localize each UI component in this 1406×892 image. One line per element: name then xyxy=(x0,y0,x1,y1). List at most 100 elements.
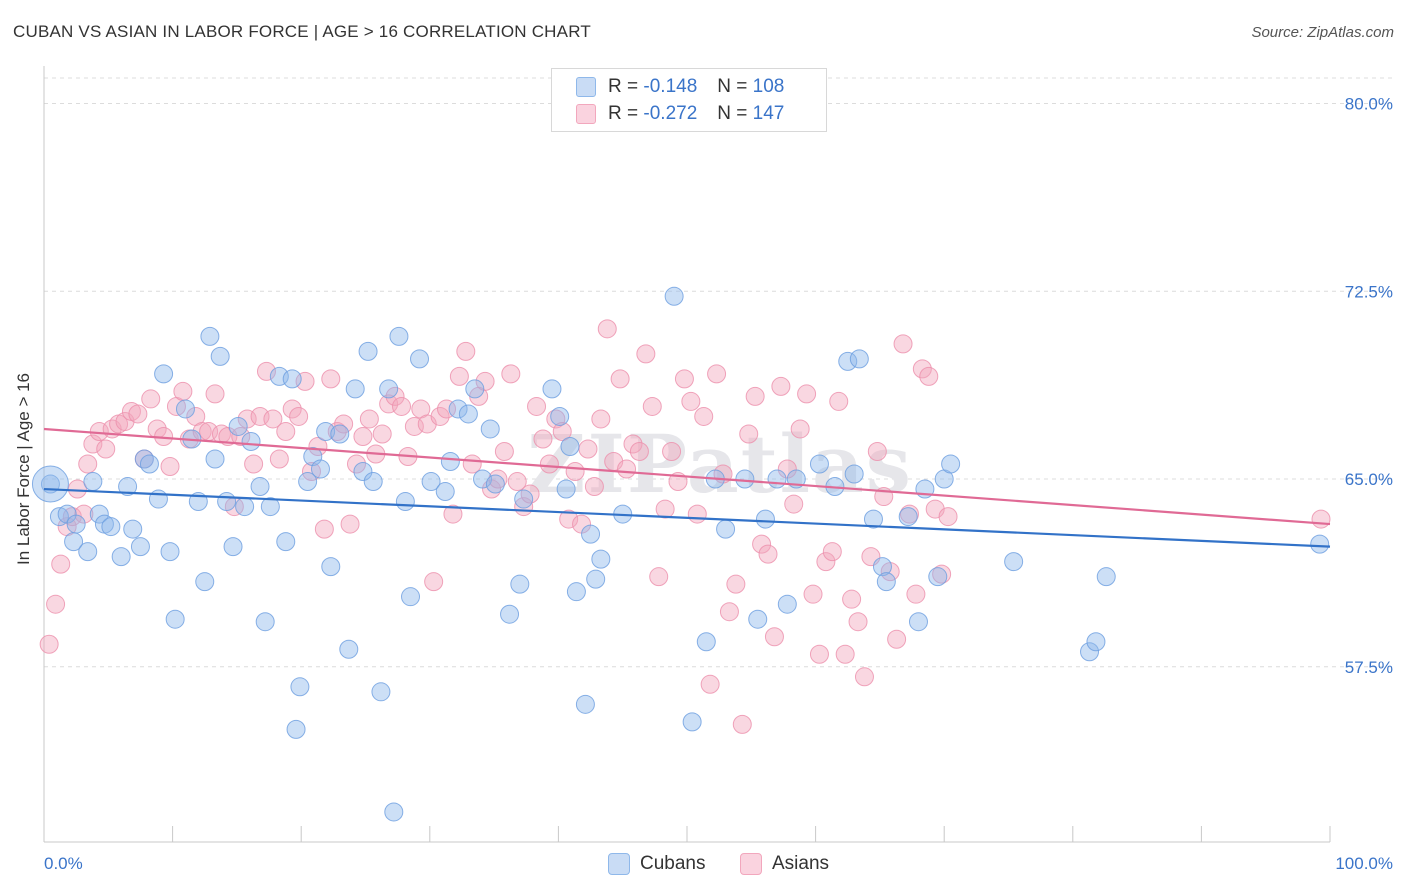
asians-point xyxy=(559,509,579,529)
asians-point xyxy=(745,386,765,406)
asians-point xyxy=(437,399,457,419)
asians-point xyxy=(674,369,694,389)
legend-item-cubans: Cubans xyxy=(608,853,706,875)
cubans-point xyxy=(330,424,350,444)
cubans-point xyxy=(223,537,243,557)
legend-label-cubans: Cubans xyxy=(640,853,706,874)
cubans-point xyxy=(228,416,248,436)
cubans-point xyxy=(440,452,460,472)
asians-point xyxy=(46,594,66,614)
cubans-point xyxy=(282,369,302,389)
cubans-point xyxy=(276,532,296,552)
asians-point xyxy=(359,409,379,429)
asians-point xyxy=(655,499,675,519)
asians-point xyxy=(893,334,913,354)
cubans-point xyxy=(384,802,404,822)
asians-point xyxy=(726,574,746,594)
asians-point xyxy=(629,441,649,461)
cubans-point xyxy=(410,349,430,369)
asians-point xyxy=(887,629,907,649)
asians-point xyxy=(867,441,887,461)
asians-point xyxy=(449,366,469,386)
asians-point xyxy=(533,429,553,449)
asians-point xyxy=(256,361,276,381)
asians-point xyxy=(327,421,347,441)
cubans-point xyxy=(31,465,69,503)
asians-point xyxy=(642,396,662,416)
asians-point xyxy=(912,359,932,379)
asians-point xyxy=(938,507,958,527)
legend-label-asians: Asians xyxy=(772,853,830,874)
asians-point xyxy=(842,589,862,609)
cubans-point xyxy=(908,612,928,632)
asians-point xyxy=(39,634,59,654)
asians-point xyxy=(790,419,810,439)
legend-row-asians: R = -0.272 N = 147 xyxy=(576,101,784,127)
watermark-text: ZIPatlas xyxy=(527,417,913,511)
cubans-point xyxy=(1004,552,1024,572)
legend-r-value: -0.272 xyxy=(643,103,698,124)
cubans-point xyxy=(556,479,576,499)
cubans-point xyxy=(421,472,441,492)
asians-point xyxy=(822,542,842,562)
asians-point xyxy=(687,504,707,524)
cubans-point xyxy=(235,497,255,517)
cubans-point xyxy=(542,379,562,399)
asians-point xyxy=(1311,509,1331,529)
correlation-legend: R = -0.148 N = 108 R = -0.272 N = 147 xyxy=(551,68,827,132)
cubans-point xyxy=(290,677,310,697)
asians-point xyxy=(527,396,547,416)
asians-point xyxy=(649,567,669,587)
asians-point xyxy=(771,376,791,396)
asians-point xyxy=(591,409,611,429)
cubans-trend-line xyxy=(43,487,1331,548)
asians-point xyxy=(78,454,98,474)
cubans-point xyxy=(514,489,534,509)
asians-point xyxy=(732,714,752,734)
asians-point xyxy=(681,391,701,411)
chart-title: CUBAN VS ASIAN IN LABOR FORCE | AGE > 16… xyxy=(13,22,591,41)
cubans-point xyxy=(767,469,787,489)
asians-point xyxy=(507,472,527,492)
cubans-point xyxy=(83,472,103,492)
cubans-point xyxy=(379,379,399,399)
cubans-point xyxy=(371,682,391,702)
legend-n-label: N = xyxy=(717,103,748,124)
x-tick-label: 0.0% xyxy=(44,854,83,873)
cubans-point xyxy=(844,464,864,484)
asians-point xyxy=(475,371,495,391)
cubans-point xyxy=(345,379,365,399)
asians-point xyxy=(263,409,283,429)
y-tick-label: 65.0% xyxy=(1345,470,1393,489)
asians-point xyxy=(276,421,296,441)
cubans-point xyxy=(358,341,378,361)
asians-point xyxy=(282,399,302,419)
cubans-point xyxy=(560,436,580,456)
asians-point xyxy=(160,457,180,477)
asians-point xyxy=(578,439,598,459)
legend-n-value: 108 xyxy=(752,76,785,97)
asians-point xyxy=(906,584,926,604)
asians-point xyxy=(314,519,334,539)
cubans-point xyxy=(809,454,829,474)
asians-point xyxy=(456,341,476,361)
cubans-point xyxy=(250,477,270,497)
cubans-point xyxy=(339,639,359,659)
cubans-point xyxy=(389,326,409,346)
cubans-point xyxy=(286,719,306,739)
asians-point xyxy=(334,414,354,434)
cubans-point xyxy=(510,574,530,594)
cubans-point xyxy=(550,406,570,426)
cubans-point xyxy=(49,507,69,527)
cubans-point xyxy=(353,462,373,482)
asians-point xyxy=(269,449,289,469)
cubans-point xyxy=(217,492,237,512)
cubans-point xyxy=(130,537,150,557)
asians-point xyxy=(707,364,727,384)
cubans-point xyxy=(928,567,948,587)
asians-point xyxy=(96,439,116,459)
cubans-point xyxy=(941,454,961,474)
asians-point xyxy=(764,627,784,647)
legend-item-asians: Asians xyxy=(740,853,829,875)
asians-point xyxy=(501,364,521,384)
